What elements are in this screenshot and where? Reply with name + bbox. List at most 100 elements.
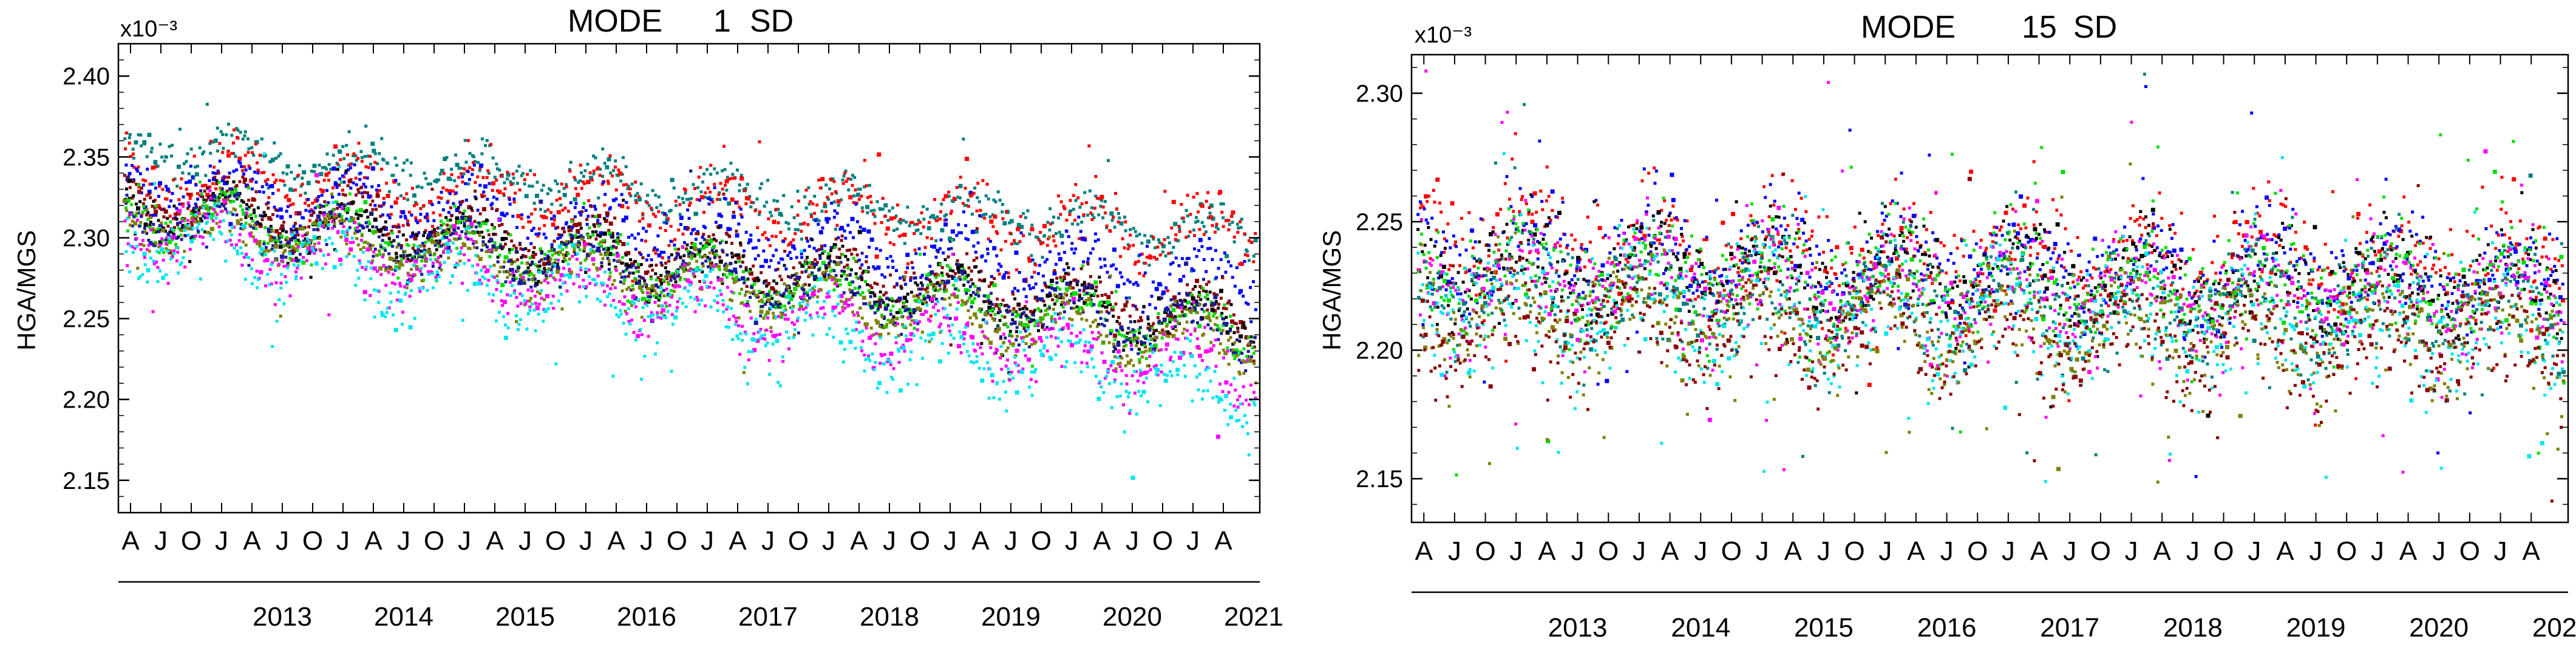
data-point xyxy=(1129,233,1132,237)
data-point xyxy=(1112,315,1115,318)
data-point xyxy=(958,183,963,188)
data-point xyxy=(1227,363,1231,366)
data-point xyxy=(291,236,295,240)
data-point xyxy=(310,263,313,267)
data-point xyxy=(295,248,299,252)
data-point xyxy=(415,234,419,237)
data-point xyxy=(811,287,815,290)
data-point xyxy=(867,289,871,292)
data-point xyxy=(1132,244,1135,247)
data-point xyxy=(925,273,928,277)
data-point xyxy=(355,159,358,162)
data-point xyxy=(943,222,948,227)
data-point xyxy=(921,302,925,306)
data-point xyxy=(1069,283,1072,287)
data-point xyxy=(224,207,227,211)
data-point xyxy=(756,226,760,230)
data-point xyxy=(499,242,503,246)
data-point xyxy=(650,258,653,262)
data-point xyxy=(1102,301,1106,304)
data-point xyxy=(1118,355,1122,358)
data-point xyxy=(1101,341,1105,344)
data-point xyxy=(340,202,344,206)
data-point xyxy=(128,172,132,176)
data-point xyxy=(203,230,207,234)
data-point xyxy=(579,213,583,217)
data-point xyxy=(824,217,829,222)
data-point xyxy=(1152,332,1155,335)
data-point xyxy=(956,266,960,270)
data-point xyxy=(956,196,960,199)
data-point xyxy=(641,291,645,294)
data-point xyxy=(207,196,211,199)
data-point xyxy=(863,159,866,162)
data-point xyxy=(943,258,947,261)
data-point xyxy=(924,288,928,292)
data-point xyxy=(1069,281,1073,284)
data-point xyxy=(936,215,939,219)
data-point xyxy=(926,286,929,290)
data-point xyxy=(1184,299,1188,303)
data-point xyxy=(172,204,176,208)
data-point xyxy=(508,251,511,255)
data-point xyxy=(732,214,736,219)
data-point xyxy=(721,282,724,285)
data-point xyxy=(517,165,521,168)
data-point xyxy=(145,248,149,251)
data-point xyxy=(228,229,232,233)
data-point xyxy=(463,222,466,225)
data-point xyxy=(777,291,781,295)
data-point xyxy=(1043,260,1047,264)
data-point xyxy=(814,219,818,222)
data-point xyxy=(281,229,285,233)
data-point xyxy=(180,177,183,180)
data-point xyxy=(1156,316,1160,319)
data-point xyxy=(177,198,181,202)
data-point xyxy=(225,133,228,137)
data-point xyxy=(1024,295,1028,298)
data-point xyxy=(597,214,602,219)
data-point xyxy=(1119,221,1124,226)
data-point xyxy=(874,254,879,259)
data-point xyxy=(444,228,448,232)
data-point xyxy=(1079,230,1082,233)
data-point xyxy=(599,253,603,256)
data-point xyxy=(1137,337,1140,340)
data-point xyxy=(440,219,443,223)
data-point xyxy=(525,270,528,274)
data-point xyxy=(1008,231,1012,235)
data-point xyxy=(1152,280,1155,284)
data-point xyxy=(803,298,806,301)
data-point xyxy=(565,185,568,188)
data-point xyxy=(390,267,394,271)
data-point xyxy=(672,186,676,190)
data-point xyxy=(623,278,627,282)
data-point xyxy=(362,182,365,186)
data-point xyxy=(1076,196,1080,200)
data-point xyxy=(967,289,971,292)
data-point xyxy=(498,224,501,227)
data-point xyxy=(687,197,690,201)
data-point xyxy=(494,248,498,252)
data-point xyxy=(572,223,576,227)
data-point xyxy=(685,247,688,251)
data-point xyxy=(662,279,665,282)
data-point xyxy=(591,178,594,182)
data-point xyxy=(190,224,194,227)
data-point xyxy=(1007,271,1010,275)
data-point xyxy=(1082,281,1086,284)
data-point xyxy=(812,262,816,265)
data-point xyxy=(834,278,839,283)
data-point xyxy=(219,190,223,194)
data-point xyxy=(467,205,472,210)
data-point xyxy=(862,302,866,306)
data-point xyxy=(549,257,552,261)
data-point xyxy=(149,228,153,231)
data-point xyxy=(690,257,693,261)
data-point xyxy=(1061,306,1065,309)
data-point xyxy=(132,165,136,169)
data-point xyxy=(670,253,673,256)
data-point xyxy=(905,299,909,303)
data-point xyxy=(371,225,375,228)
data-point xyxy=(599,241,603,244)
